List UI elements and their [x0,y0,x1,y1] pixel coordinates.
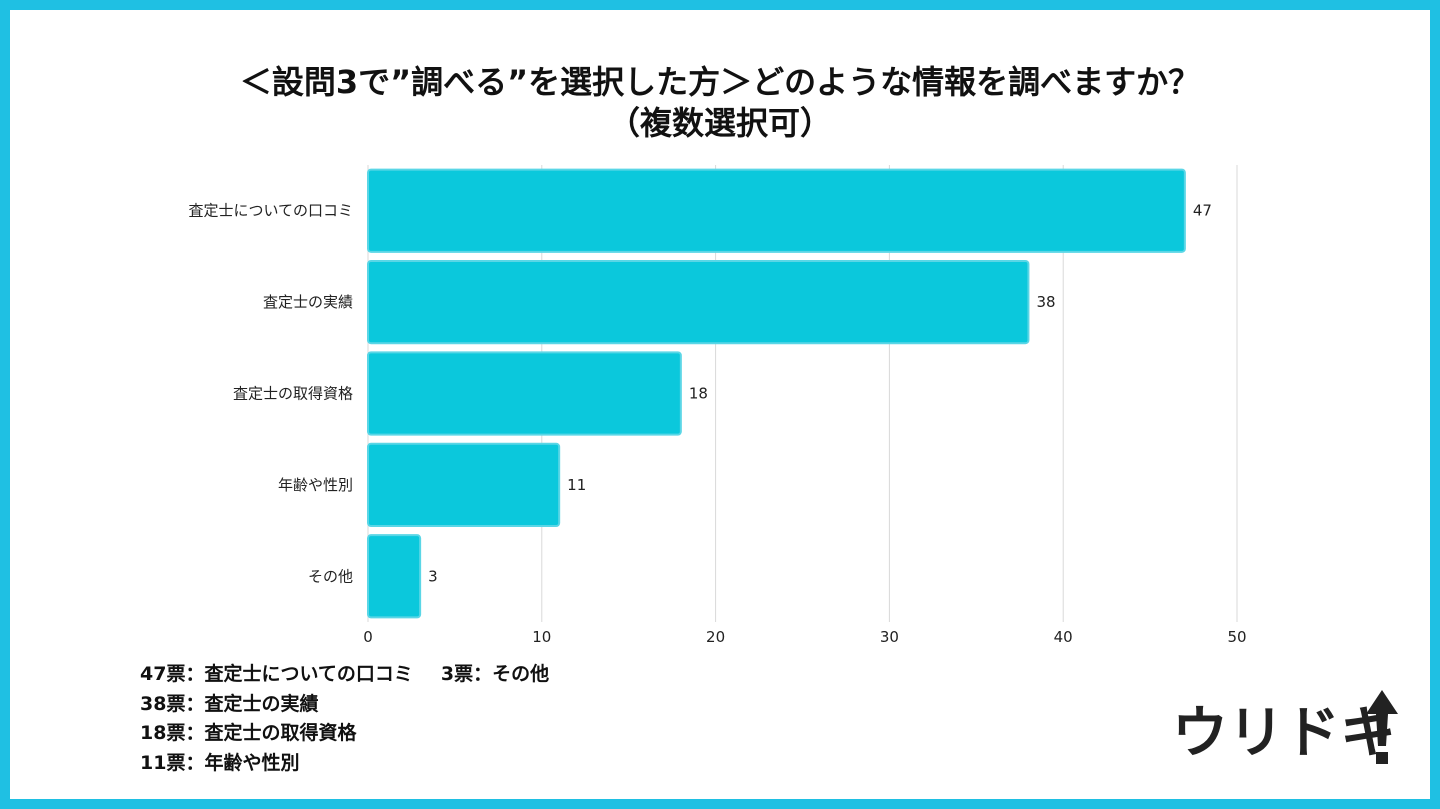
bar [367,168,1186,253]
summary-row: 18票：査定士の取得資格 [140,722,357,744]
category-label: 査定士の取得資格 [233,385,353,403]
bar [367,534,422,619]
summary-row: 38票：査定士の実績 [140,692,319,715]
summary-row: 47票：査定士についての口コミ 3票：その他 [140,660,549,690]
value-label: 11 [567,476,586,494]
up-arrow-icon [1366,690,1398,764]
summary-item: 3票：その他 [440,663,550,685]
x-tick-label: 0 [363,628,373,646]
chart-subtitle: （複数選択可） [607,104,832,142]
x-tick-label: 10 [532,628,551,646]
category-label: 査定士についての口コミ [188,202,353,220]
category-label: 年齢や性別 [278,476,353,494]
logo-text: ウリドキ [1172,701,1396,766]
category-label: 査定士の実績 [263,293,353,311]
value-label: 3 [428,567,438,585]
value-label: 38 [1036,293,1055,311]
value-label: 47 [1193,202,1212,220]
x-tick-label: 50 [1227,628,1246,646]
chart-title: ＜設問3で”調べる”を選択した方＞どのような情報を調べますか？ [239,63,1201,101]
x-tick-label: 30 [880,628,899,646]
bars [367,168,1186,619]
summary-item: 47票：査定士についての口コミ [140,663,413,685]
category-label: その他 [308,567,353,585]
x-tick-label: 20 [706,628,725,646]
vote-summary: 47票：査定士についての口コミ 3票：その他 38票：査定士の実績 18票：査定士… [140,660,549,778]
value-label: 18 [689,385,708,403]
bar [367,351,682,436]
summary-row: 11票：年齢や性別 [140,751,300,774]
brand-logo: ウリドキ [1172,688,1412,778]
x-tick-label: 40 [1054,628,1073,646]
labels: 0 10 20 30 40 50 査定士についての口コミ 47 査定士の実績 38 査定士の取得資格… [188,202,1246,646]
bar [367,442,561,528]
bar [367,259,1030,345]
